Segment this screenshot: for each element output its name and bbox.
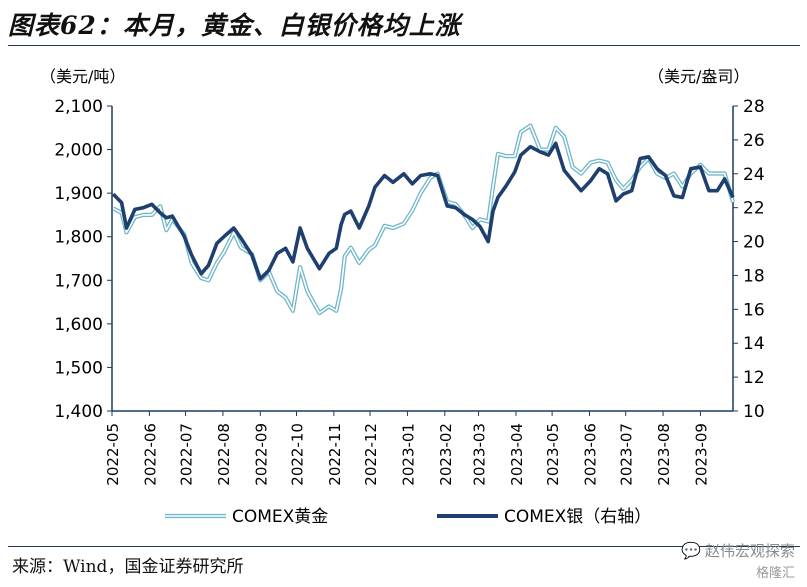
x-tick-label: 2023-06 — [582, 423, 600, 486]
right-tick-label: 16 — [743, 300, 765, 320]
left-tick-label: 1,900 — [54, 184, 103, 204]
gold-line-outer — [112, 123, 736, 316]
watermark-text: 赵伟宏观探索 — [704, 542, 795, 560]
right-tick-label: 20 — [743, 233, 765, 253]
chart: （美元/吨） （美元/盎司） 1,400 1,500 1,600 1,700 1,800 1,… — [40, 67, 765, 527]
right-tick-label: 26 — [743, 131, 765, 151]
right-tick-label: 28 — [743, 97, 765, 117]
x-tick-label: 2023-02 — [437, 423, 455, 486]
left-tick-label: 2,000 — [54, 141, 103, 161]
left-tick-label: 1,400 — [54, 402, 103, 422]
right-tick-label: 12 — [743, 368, 765, 388]
x-tick-label: 2022-12 — [362, 423, 380, 486]
left-tick-label: 1,800 — [54, 228, 103, 248]
chart-axes — [107, 105, 738, 416]
left-tick-label: 2,100 — [54, 97, 103, 117]
left-tick-label: 1,600 — [54, 315, 103, 335]
silver-line — [111, 141, 735, 281]
page-title: 图表62：本月，黄金、白银价格均上涨 — [8, 11, 461, 40]
left-tick-label: 1,500 — [54, 358, 103, 378]
watermark-sub: 格隆汇 — [755, 566, 795, 581]
chart-tick-labels: （美元/吨） （美元/盎司） 1,400 1,500 1,600 1,700 1,800 1,… — [40, 67, 765, 486]
x-tick-label: 2023-07 — [618, 423, 636, 486]
x-tick-label: 2022-08 — [215, 423, 233, 486]
title-divider — [8, 45, 800, 46]
gold-line-inner — [112, 124, 734, 314]
left-tick-label: 1,700 — [54, 271, 103, 291]
x-tick-label: 2023-01 — [399, 423, 417, 486]
source-note: 来源：Wind，国金证券研究所 — [12, 557, 244, 577]
right-tick-label: 10 — [743, 402, 765, 422]
x-tick-label: 2023-03 — [471, 423, 489, 486]
chat-bubble-icon: 💬 — [681, 541, 701, 560]
x-tick-label: 2023-05 — [544, 423, 562, 486]
x-tick-label: 2022-11 — [326, 423, 344, 486]
legend-silver-label: COMEX银（右轴） — [504, 507, 651, 527]
x-tick-label: 2023-09 — [692, 423, 710, 486]
legend-gold-label: COMEX黄金 — [232, 507, 328, 527]
x-tick-label: 2023-04 — [508, 423, 526, 486]
gold-series — [112, 123, 736, 316]
right-tick-label: 24 — [743, 165, 765, 185]
x-tick-label: 2023-08 — [655, 423, 673, 486]
right-axis-label: （美元/盎司） — [648, 67, 749, 86]
right-tick-label: 18 — [743, 266, 765, 286]
watermark: 💬 赵伟宏观探索 格隆汇 — [681, 540, 795, 581]
silver-series — [111, 141, 735, 281]
chart-legend: COMEX黄金 COMEX银（右轴） — [165, 507, 651, 527]
left-axis-label: （美元/吨） — [40, 67, 125, 86]
x-tick-label: 2022-05 — [104, 423, 122, 486]
x-tick-label: 2022-07 — [178, 423, 196, 486]
x-tick-label: 2022-06 — [141, 423, 159, 486]
x-tick-label: 2022-09 — [252, 423, 270, 486]
x-tick-label: 2022-10 — [288, 423, 306, 486]
right-tick-label: 22 — [743, 199, 765, 219]
right-tick-label: 14 — [743, 334, 765, 354]
source-divider — [8, 546, 800, 547]
